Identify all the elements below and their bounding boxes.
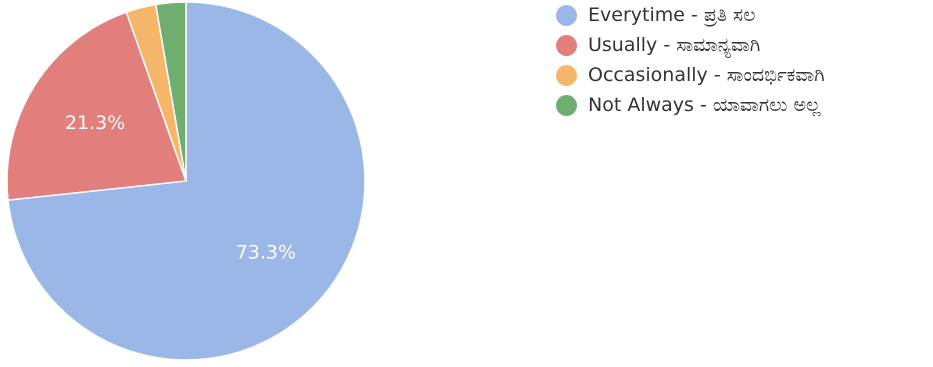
pie-data-label-1: 21.3% [65,112,125,134]
legend-swatch-0 [556,4,577,26]
legend-swatch-2 [556,64,577,86]
legend-swatch-1 [556,34,577,56]
legend-item-0: Everytime - ಪ್ರತಿ ಸಲ [556,0,825,30]
legend-item-3: Not Always - ಯಾವಾಗಲು ಅಲ್ಲ [556,90,825,120]
legend-label-2: Occasionally - ಸಾಂದರ್ಭಿಕವಾಗಿ [588,64,825,86]
legend-label-1: Usually - ಸಾಮಾನ್ಯವಾಗಿ [588,34,761,56]
pie-slices [6,1,366,361]
legend-label-0: Everytime - ಪ್ರತಿ ಸಲ [588,4,756,26]
legend-label-3: Not Always - ಯಾವಾಗಲು ಅಲ್ಲ [588,94,821,116]
legend-item-1: Usually - ಸಾಮಾನ್ಯವಾಗಿ [556,30,825,60]
legend-swatch-3 [556,94,577,116]
pie-data-labels: 73.3% 21.3% [65,112,296,263]
pie-slice-1 [6,11,188,201]
legend: Everytime - ಪ್ರತಿ ಸಲ Usually - ಸಾಮಾನ್ಯವಾಗ… [556,0,825,120]
pie-slice-3 [154,1,187,182]
pie-data-label-0: 73.3% [236,241,296,263]
legend-item-2: Occasionally - ಸಾಂದರ್ಭಿಕವಾಗಿ [556,60,825,90]
